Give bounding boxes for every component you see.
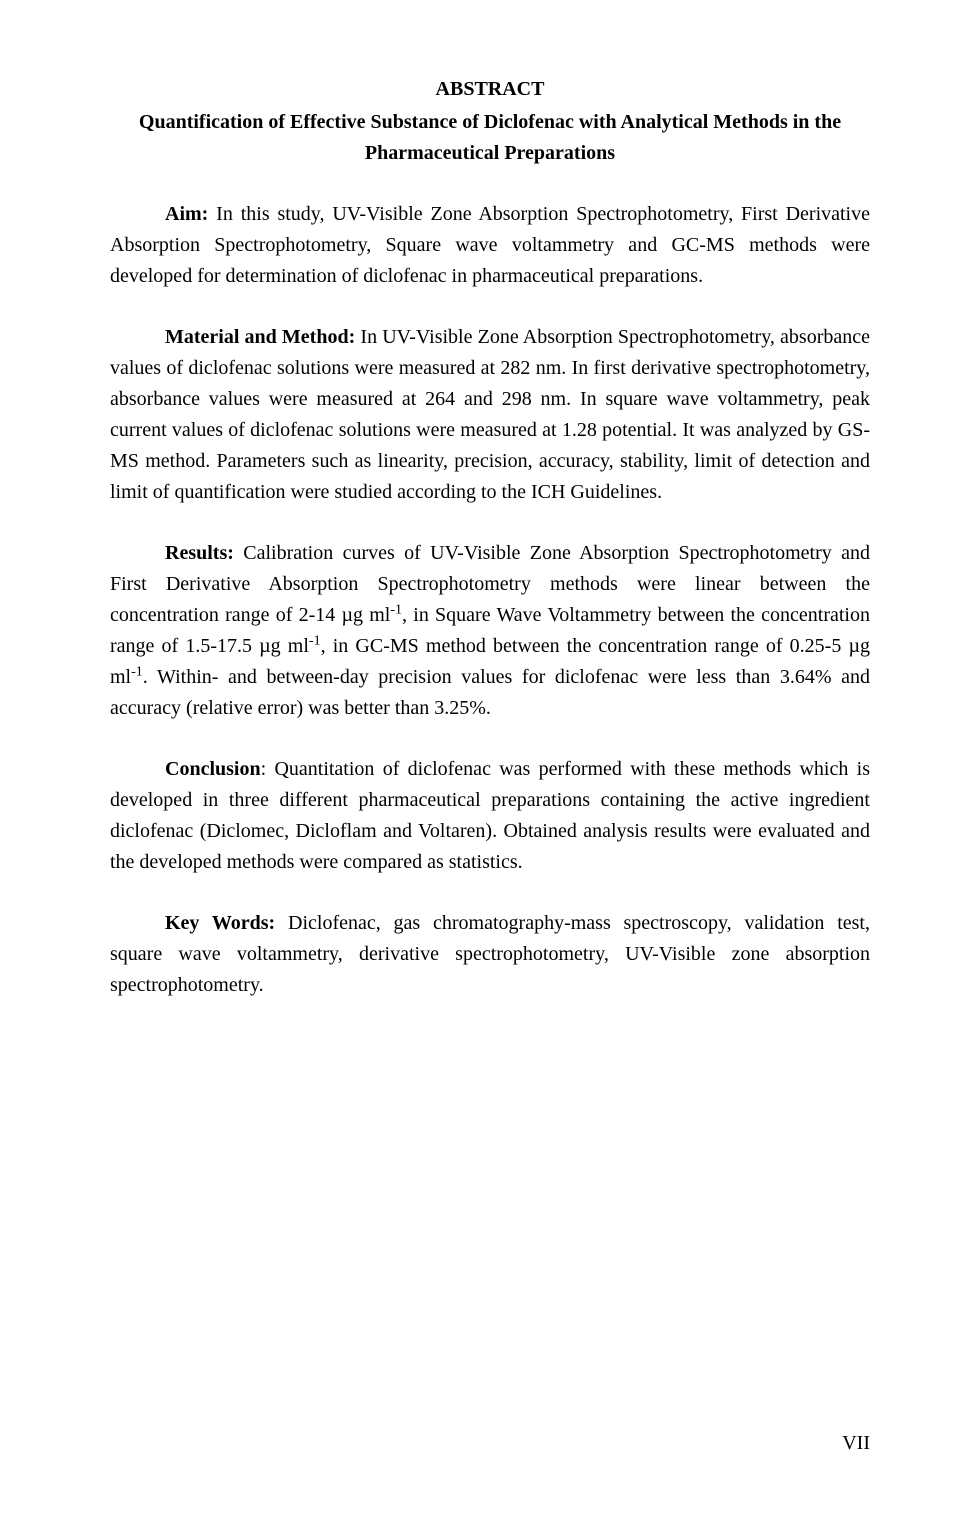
results-text-d: . Within- and between-day precision valu… [110,666,870,719]
conclusion-label: Conclusion [165,758,261,780]
aim-text: In this study, UV-Visible Zone Absorptio… [110,203,870,287]
results-sup-3: -1 [131,664,143,679]
results-label: Results: [165,542,234,564]
page-number: VII [842,1432,870,1455]
paragraph-keywords: Key Words: Diclofenac, gas chromatograph… [110,908,870,1001]
material-text: In UV-Visible Zone Absorption Spectropho… [110,326,870,503]
subtitle-line-2: Pharmaceutical Preparations [365,142,615,164]
results-sup-1: -1 [390,602,402,617]
keywords-label: Key Words: [165,912,275,934]
results-sup-2: -1 [309,633,321,648]
abstract-subtitle: Quantification of Effective Substance of… [110,107,870,169]
paragraph-conclusion: Conclusion: Quantitation of diclofenac w… [110,754,870,878]
subtitle-line-1: Quantification of Effective Substance of… [139,111,841,133]
abstract-title: ABSTRACT [110,78,870,101]
aim-label: Aim: [165,203,208,225]
paragraph-results: Results: Calibration curves of UV-Visibl… [110,538,870,724]
paragraph-aim: Aim: In this study, UV-Visible Zone Abso… [110,199,870,292]
material-label: Material and Method: [165,326,355,348]
page: ABSTRACT Quantification of Effective Sub… [0,0,960,1515]
paragraph-material-method: Material and Method: In UV-Visible Zone … [110,322,870,508]
